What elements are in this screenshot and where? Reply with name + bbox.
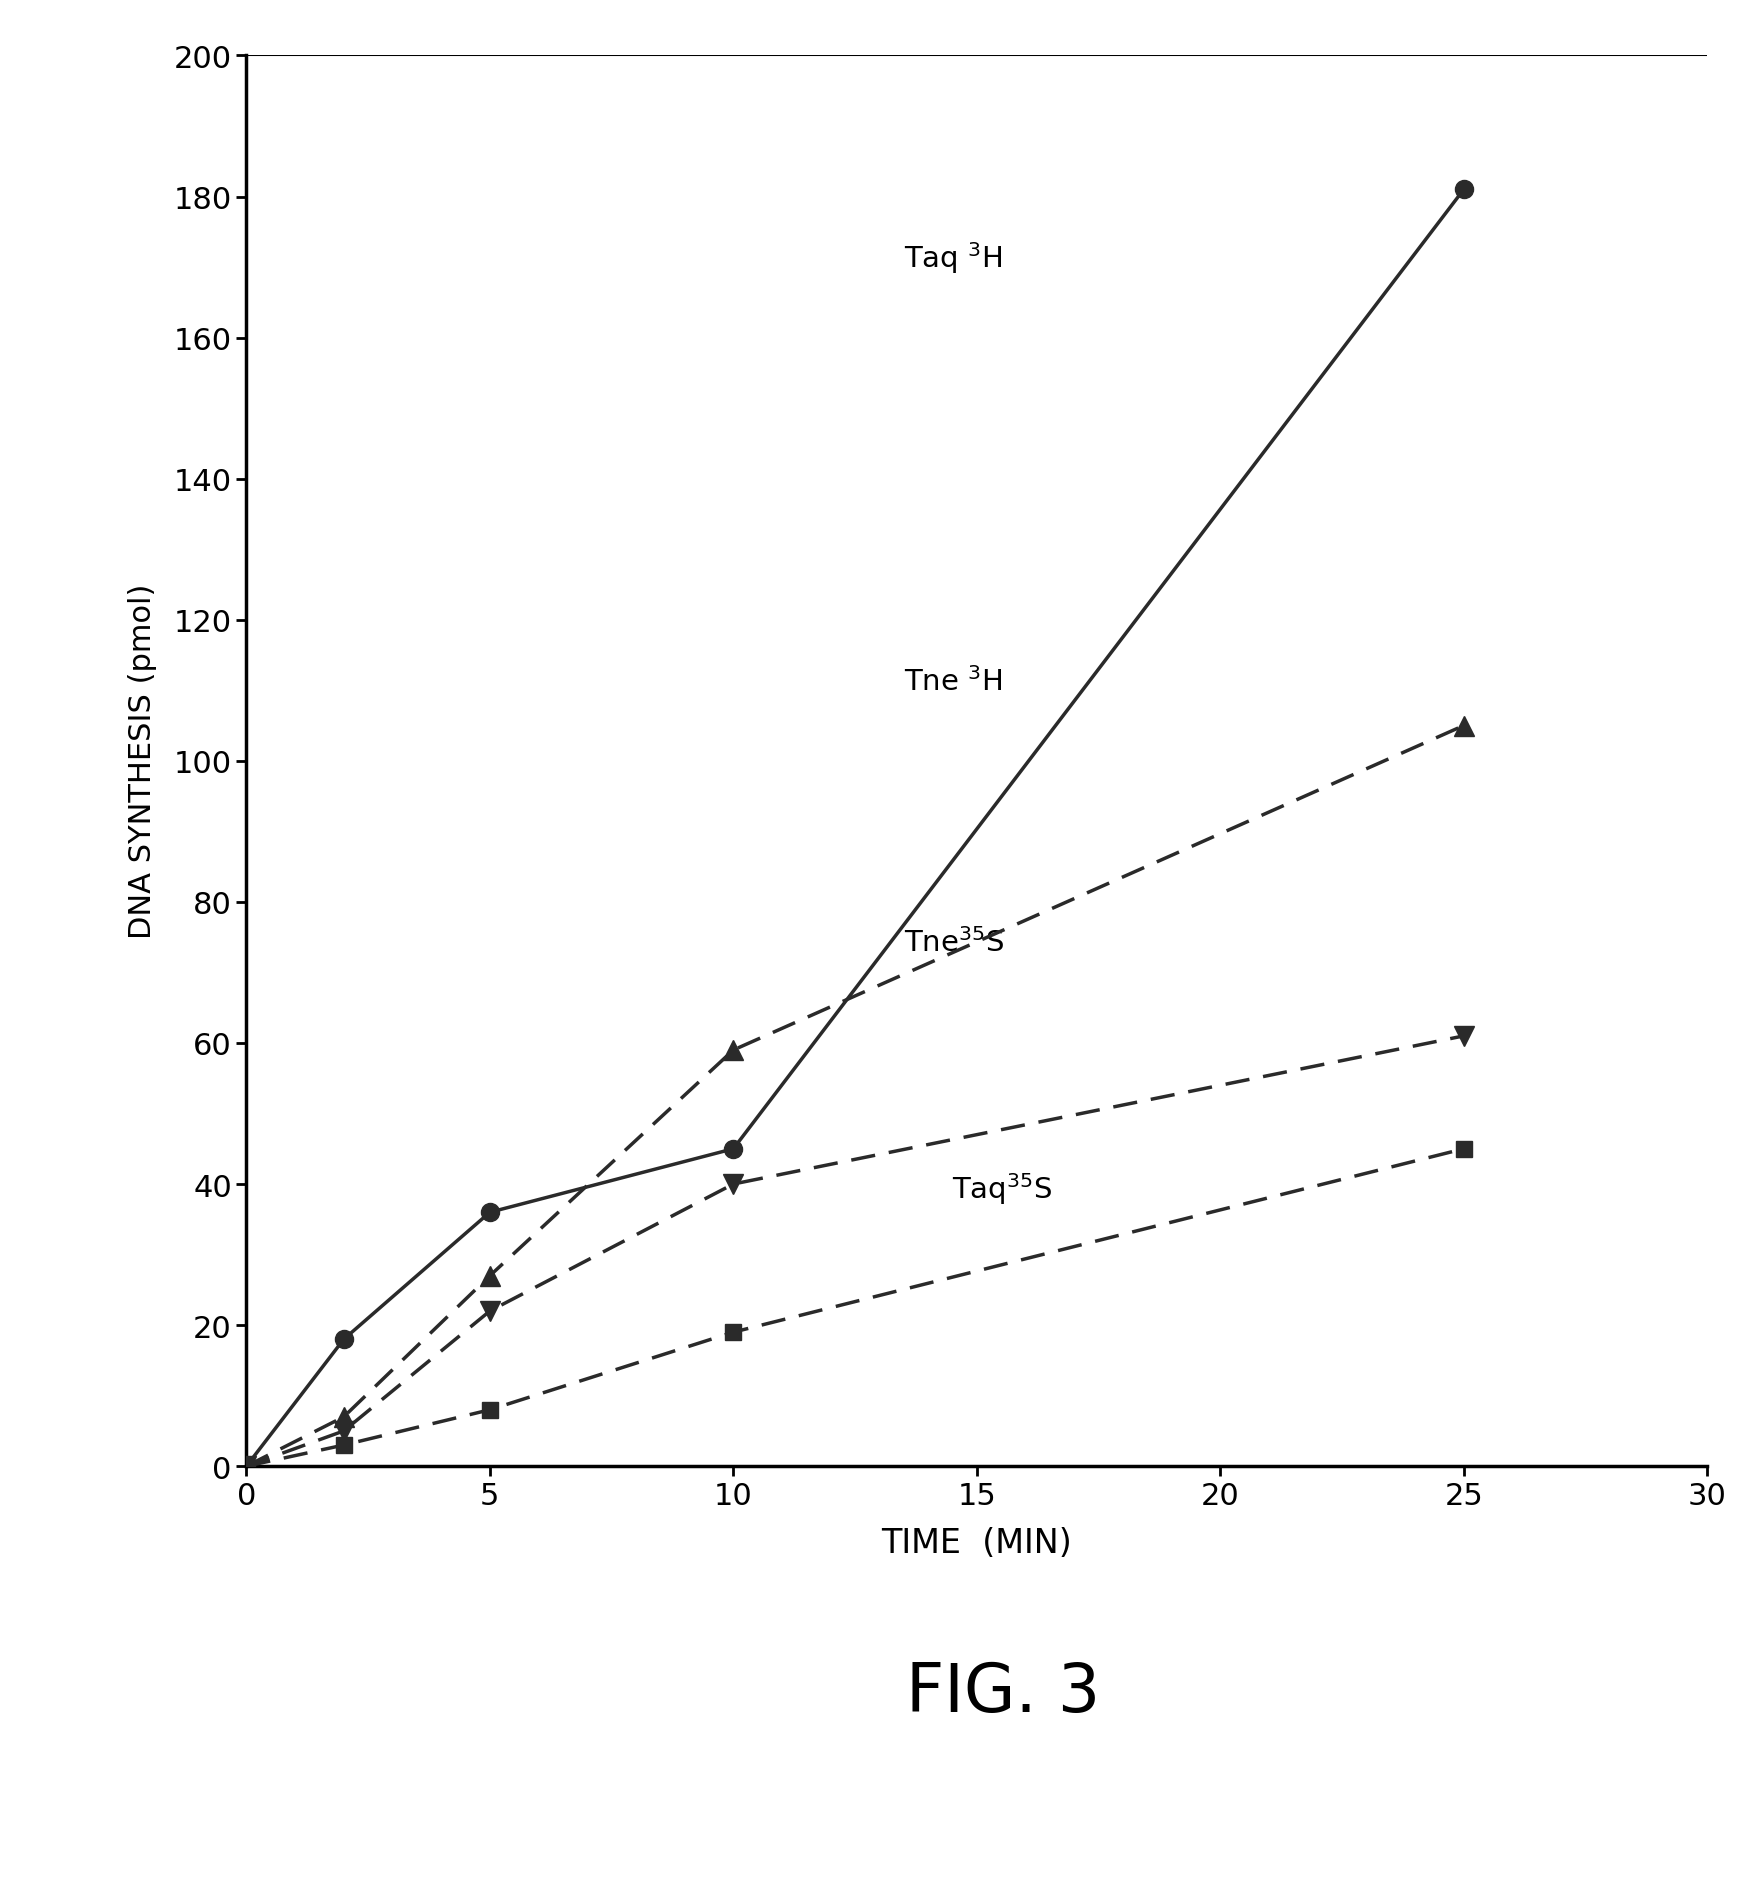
Text: Taq $^3$H: Taq $^3$H <box>905 241 1001 276</box>
Y-axis label: DNA SYNTHESIS (pmol): DNA SYNTHESIS (pmol) <box>128 585 157 938</box>
Text: Taq$^{35}$S: Taq$^{35}$S <box>952 1171 1052 1207</box>
X-axis label: TIME  (MIN): TIME (MIN) <box>882 1527 1072 1560</box>
Text: Tne$^{35}$S: Tne$^{35}$S <box>905 929 1003 957</box>
Text: FIG. 3: FIG. 3 <box>906 1658 1100 1726</box>
Text: Tne $^3$H: Tne $^3$H <box>905 667 1003 697</box>
